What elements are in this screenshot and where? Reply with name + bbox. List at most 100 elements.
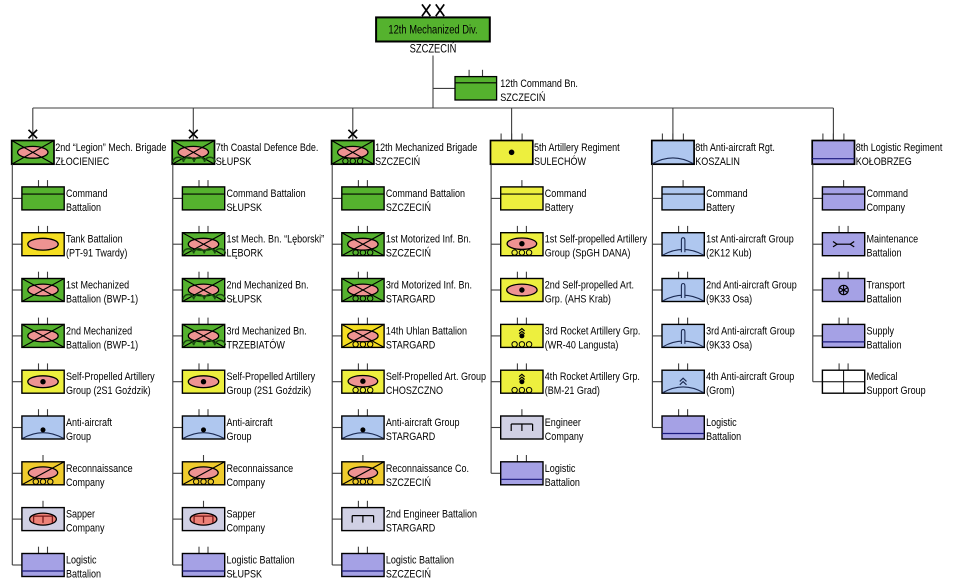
svg-text:Grp. (AHS Krab): Grp. (AHS Krab): [545, 294, 611, 306]
svg-text:7th Coastal Defence Bde.: 7th Coastal Defence Bde.: [216, 142, 319, 154]
svg-text:(2K12 Kub): (2K12 Kub): [706, 248, 752, 260]
svg-text:Battalion: Battalion: [706, 431, 741, 443]
svg-text:2nd Anti-aircraft Group: 2nd Anti-aircraft Group: [706, 280, 797, 292]
svg-text:STARGARD: STARGARD: [386, 294, 435, 306]
svg-text:2nd “Legion” Mech. Brigade: 2nd “Legion” Mech. Brigade: [55, 142, 167, 154]
svg-text:2nd Mechanized Bn.: 2nd Mechanized Bn.: [227, 280, 309, 292]
svg-text:TRZEBIATÓW: TRZEBIATÓW: [227, 337, 286, 351]
svg-text:Medical: Medical: [867, 371, 898, 383]
svg-text:Battery: Battery: [706, 202, 735, 214]
svg-text:(BM-21 Grad): (BM-21 Grad): [545, 385, 600, 397]
svg-text:SZCZECIŃ: SZCZECIŃ: [386, 246, 431, 260]
svg-text:Command Battalion: Command Battalion: [227, 188, 306, 200]
svg-text:Command: Command: [706, 188, 748, 200]
svg-text:2nd Engineer Battalion: 2nd Engineer Battalion: [386, 509, 477, 521]
svg-text:Logistic Battalion: Logistic Battalion: [227, 555, 295, 567]
svg-text:1st Anti-aircraft Group: 1st Anti-aircraft Group: [706, 234, 794, 246]
svg-text:3rd Anti-aircraft Group: 3rd Anti-aircraft Group: [706, 326, 795, 338]
svg-text:Support Group: Support Group: [867, 385, 926, 397]
svg-text:Group: Group: [66, 431, 91, 443]
svg-text:Reconnaissance Co.: Reconnaissance Co.: [386, 463, 469, 475]
svg-text:Anti-aircraft Group: Anti-aircraft Group: [386, 417, 460, 429]
svg-text:KOŁOBRZEG: KOŁOBRZEG: [856, 156, 912, 168]
svg-text:SŁUPSK: SŁUPSK: [227, 569, 263, 581]
svg-text:2nd Self-propelled Art.: 2nd Self-propelled Art.: [545, 280, 634, 292]
svg-text:SZCZECIŃ: SZCZECIŃ: [386, 475, 431, 489]
svg-text:Battalion: Battalion: [66, 202, 101, 214]
svg-text:Command: Command: [545, 188, 587, 200]
svg-text:SULECHÓW: SULECHÓW: [534, 154, 587, 168]
svg-text:Company: Company: [227, 523, 266, 535]
svg-text:Command Battalion: Command Battalion: [386, 188, 465, 200]
svg-text:Battalion (BWP-1): Battalion (BWP-1): [66, 340, 138, 352]
svg-text:Engineer: Engineer: [545, 417, 582, 429]
svg-text:Battalion: Battalion: [66, 569, 101, 581]
svg-text:Battalion (BWP-1): Battalion (BWP-1): [66, 294, 138, 306]
svg-text:5th Artillery Regiment: 5th Artillery Regiment: [534, 142, 620, 154]
svg-text:14th Uhlan Battalion: 14th Uhlan Battalion: [386, 326, 467, 338]
svg-text:12th Mechanized Div.: 12th Mechanized Div.: [388, 24, 477, 37]
svg-text:(WR-40 Langusta): (WR-40 Langusta): [545, 340, 619, 352]
svg-text:Reconnaissance: Reconnaissance: [66, 463, 133, 475]
svg-text:Company: Company: [66, 523, 105, 535]
svg-text:Battalion: Battalion: [545, 477, 580, 489]
svg-text:Battery: Battery: [545, 202, 574, 214]
svg-text:Maintenance: Maintenance: [867, 234, 919, 246]
svg-text:Anti-aircraft: Anti-aircraft: [66, 417, 112, 429]
svg-text:SZCZECIŃ: SZCZECIŃ: [386, 200, 431, 214]
svg-text:Logistic Battalion: Logistic Battalion: [386, 555, 454, 567]
svg-text:3rd Rocket Artillery Grp.: 3rd Rocket Artillery Grp.: [545, 326, 641, 338]
svg-text:4th Anti-aircraft Group: 4th Anti-aircraft Group: [706, 371, 795, 383]
svg-text:Battalion: Battalion: [867, 294, 902, 306]
svg-text:ZŁOCIENIEC: ZŁOCIENIEC: [55, 156, 109, 168]
svg-text:Group: Group: [227, 431, 252, 443]
svg-text:Sapper: Sapper: [227, 509, 257, 521]
svg-text:Logistic: Logistic: [706, 417, 737, 429]
svg-text:(Grom): (Grom): [706, 385, 735, 397]
svg-text:Self-Propelled Art. Group: Self-Propelled Art. Group: [386, 371, 487, 383]
svg-text:SZCZECIŃ: SZCZECIŃ: [375, 154, 420, 168]
svg-text:SZCZECIŃ: SZCZECIŃ: [386, 567, 431, 581]
svg-text:8th Anti-aircraft Rgt.: 8th Anti-aircraft Rgt.: [695, 142, 775, 154]
svg-text:SŁUPSK: SŁUPSK: [227, 294, 263, 306]
svg-text:LĘBORK: LĘBORK: [227, 248, 264, 260]
svg-text:KOSZALIN: KOSZALIN: [695, 156, 740, 168]
svg-text:Tank Battalion: Tank Battalion: [66, 234, 123, 246]
svg-text:Company: Company: [227, 477, 266, 489]
svg-text:4th Rocket Artillery Grp.: 4th Rocket Artillery Grp.: [545, 371, 640, 383]
svg-text:Battalion: Battalion: [867, 248, 902, 260]
svg-text:Group (2S1 Goździk): Group (2S1 Goździk): [66, 385, 151, 397]
svg-text:Company: Company: [66, 477, 105, 489]
svg-text:SŁUPSK: SŁUPSK: [216, 156, 252, 168]
svg-text:Supply: Supply: [867, 326, 895, 338]
svg-text:1st Mech. Bn. “Lęborski”: 1st Mech. Bn. “Lęborski”: [227, 234, 325, 246]
svg-text:(PT-91 Twardy): (PT-91 Twardy): [66, 248, 127, 260]
svg-text:12th Command Bn.: 12th Command Bn.: [500, 78, 578, 90]
svg-text:(9K33 Osa): (9K33 Osa): [706, 294, 752, 306]
svg-text:SZCZECIŃ: SZCZECIŃ: [410, 41, 457, 55]
svg-text:Logistic: Logistic: [66, 555, 97, 567]
svg-text:STARGARD: STARGARD: [386, 523, 435, 535]
svg-text:Self-Propelled Artillery: Self-Propelled Artillery: [66, 371, 155, 383]
svg-text:Transport: Transport: [867, 280, 905, 292]
svg-text:Command: Command: [867, 188, 909, 200]
svg-text:Battalion: Battalion: [867, 340, 902, 352]
svg-text:STARGARD: STARGARD: [386, 431, 435, 443]
svg-text:Sapper: Sapper: [66, 509, 96, 521]
svg-text:3rd Mechanized Bn.: 3rd Mechanized Bn.: [227, 326, 307, 338]
svg-text:Company: Company: [867, 202, 906, 214]
svg-text:Company: Company: [545, 431, 584, 443]
svg-text:3rd Motorized Inf. Bn.: 3rd Motorized Inf. Bn.: [386, 280, 472, 292]
svg-text:STARGARD: STARGARD: [386, 340, 435, 352]
svg-text:12th Mechanized Brigade: 12th Mechanized Brigade: [375, 142, 478, 154]
svg-text:CHOSZCZNO: CHOSZCZNO: [386, 385, 443, 397]
svg-text:1st Self-propelled Artillery: 1st Self-propelled Artillery: [545, 234, 647, 246]
svg-text:Group (SpGH DANA): Group (SpGH DANA): [545, 248, 631, 260]
svg-text:SZCZECIŃ: SZCZECIŃ: [500, 90, 545, 104]
svg-text:Self-Propelled Artillery: Self-Propelled Artillery: [227, 371, 316, 383]
svg-text:Anti-aircraft: Anti-aircraft: [227, 417, 273, 429]
svg-text:SŁUPSK: SŁUPSK: [227, 202, 263, 214]
svg-text:2nd Mechanized: 2nd Mechanized: [66, 326, 132, 338]
svg-text:Reconnaissance: Reconnaissance: [227, 463, 294, 475]
svg-text:(9K33 Osa): (9K33 Osa): [706, 340, 752, 352]
